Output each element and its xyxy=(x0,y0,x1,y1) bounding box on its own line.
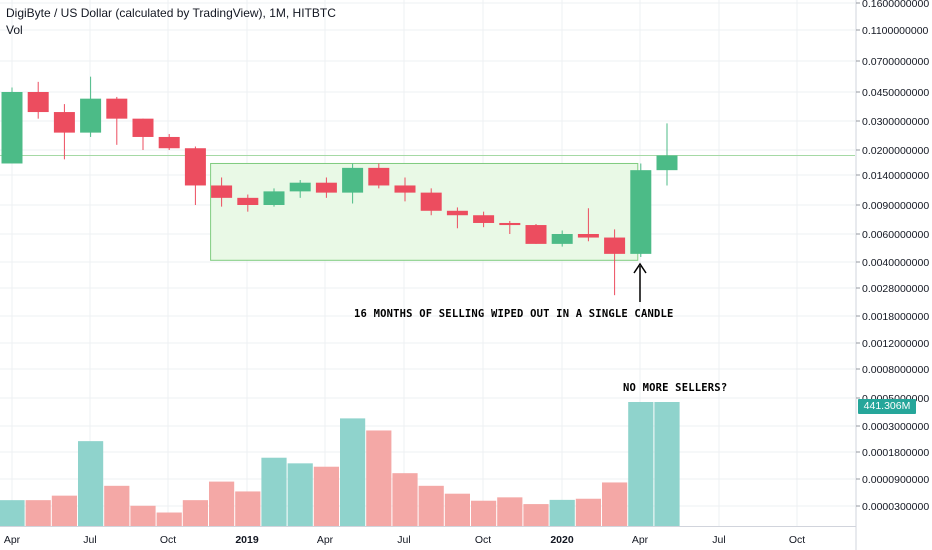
candle-body xyxy=(525,225,547,244)
time-axis-label: Oct xyxy=(160,534,176,546)
candle-body xyxy=(315,182,337,193)
price-axis-label: 0.0028000000 xyxy=(862,283,929,295)
candle-body xyxy=(551,234,573,244)
time-axis-label: 2020 xyxy=(550,534,574,546)
candle-body xyxy=(630,170,652,254)
volume-bar xyxy=(235,491,261,526)
price-axis-label: 0.0008000000 xyxy=(862,364,929,376)
price-axis-label: 0.0060000000 xyxy=(862,229,929,241)
candle-body xyxy=(237,197,259,205)
volume-bar xyxy=(523,504,549,526)
volume-bar xyxy=(340,418,366,526)
volume-bar xyxy=(497,497,523,526)
annotation-volume: NO MORE SELLERS? xyxy=(623,382,728,394)
volume-bar xyxy=(51,495,77,526)
price-axis-label: 0.0000900000 xyxy=(862,474,929,486)
time-axis-label: Oct xyxy=(789,534,805,546)
volume-bar xyxy=(261,457,287,526)
volume-bar xyxy=(575,498,601,526)
candle-body xyxy=(446,210,468,216)
volume-bar xyxy=(182,500,208,526)
candle-body xyxy=(394,185,416,193)
volume-bar xyxy=(549,499,575,526)
price-axis-label: 0.0003000000 xyxy=(862,421,929,433)
price-axis-label: 0.0700000000 xyxy=(862,56,929,68)
volume-bar xyxy=(628,402,654,526)
volume-bar xyxy=(471,500,497,526)
price-axis-label: 0.1100000000 xyxy=(862,25,929,37)
price-axis-label: 0.0300000000 xyxy=(862,116,929,128)
candle-body xyxy=(577,234,599,238)
volume-bar xyxy=(602,482,628,526)
price-axis-label: 0.0450000000 xyxy=(862,87,929,99)
candle-body xyxy=(158,136,180,149)
volume-bar xyxy=(392,473,418,526)
candle-body xyxy=(211,185,233,198)
candle-body xyxy=(289,182,311,192)
chart-title: DigiByte / US Dollar (calculated by Trad… xyxy=(6,6,336,20)
candle-body xyxy=(263,191,285,205)
price-axis-label: 0.0040000000 xyxy=(862,257,929,269)
time-axis-label: Jul xyxy=(397,534,410,546)
candle-body xyxy=(184,148,206,186)
time-axis-label: Jul xyxy=(83,534,96,546)
candle-body xyxy=(342,167,364,193)
price-axis-label: 0.0090000000 xyxy=(862,200,929,212)
volume-bar xyxy=(287,463,313,526)
volume-bar xyxy=(654,402,680,526)
candle-body xyxy=(80,98,102,133)
candle-body xyxy=(106,98,128,119)
volume-bar xyxy=(209,481,235,526)
price-axis-label: 0.1600000000 xyxy=(862,0,929,10)
volume-bar xyxy=(418,485,444,526)
candle-body xyxy=(132,118,154,137)
candle-body xyxy=(1,92,23,164)
candle-body xyxy=(473,215,495,223)
time-axis-label: Oct xyxy=(475,534,491,546)
candle-body xyxy=(604,237,626,254)
arrow-head xyxy=(633,262,647,274)
price-axis-label: 0.0200000000 xyxy=(862,145,929,157)
volume-bar xyxy=(366,430,392,526)
volume-value-tag: 441.306M xyxy=(858,399,916,414)
volume-bar xyxy=(313,466,339,526)
candle-body xyxy=(656,155,678,171)
price-axis-label: 0.0140000000 xyxy=(862,170,929,182)
time-axis-label: Apr xyxy=(4,534,21,546)
candle-body xyxy=(368,167,390,186)
time-axis-label: Jul xyxy=(712,534,725,546)
price-axis-label: 0.0012000000 xyxy=(862,338,929,350)
price-axis-label: 0.0001800000 xyxy=(862,447,929,459)
volume-bar xyxy=(25,500,51,526)
volume-bar xyxy=(78,441,104,526)
price-axis-label: 0.0018000000 xyxy=(862,311,929,323)
candle-body xyxy=(53,112,75,133)
volume-bar xyxy=(444,493,470,526)
consolidation-range-box xyxy=(210,162,639,261)
volume-bar xyxy=(104,485,130,526)
candle-body xyxy=(420,192,442,211)
annotation-main: 16 MONTHS OF SELLING WIPED OUT IN A SING… xyxy=(354,308,674,320)
volume-indicator-label: Vol xyxy=(6,23,23,37)
volume-bar xyxy=(156,512,182,526)
time-axis-label: Apr xyxy=(632,534,649,546)
volume-bar xyxy=(0,500,25,526)
volume-bar xyxy=(130,505,156,526)
candle-body xyxy=(27,92,49,113)
time-axis-label: Apr xyxy=(317,534,334,546)
time-axis-label: 2019 xyxy=(235,534,259,546)
price-axis-label: 0.0000300000 xyxy=(862,501,929,513)
candle-body xyxy=(499,222,521,226)
